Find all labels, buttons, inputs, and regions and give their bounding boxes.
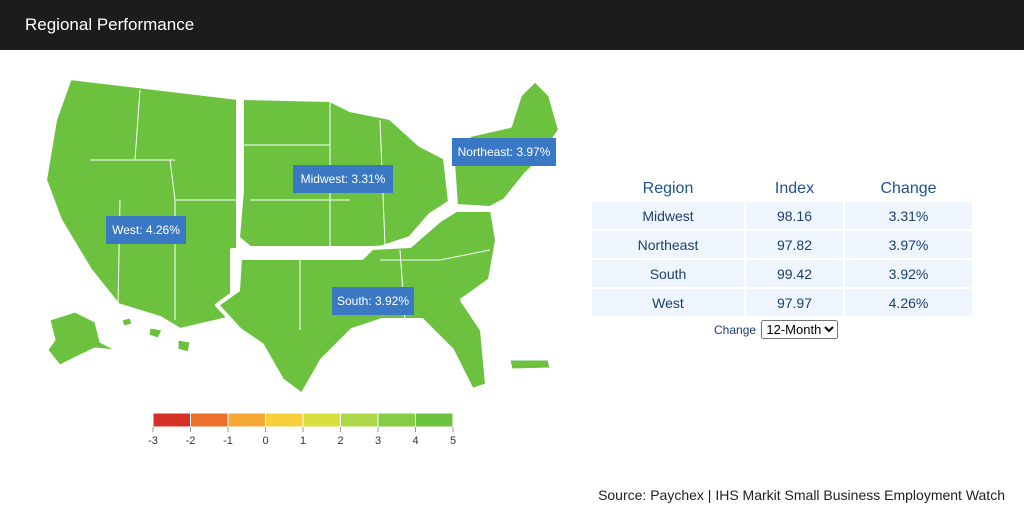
region-label: Midwest: 3.31% [301,172,386,186]
legend-tick-label: -2 [186,435,196,447]
legend-tick-label: 5 [450,435,456,447]
region-label-box [293,165,393,193]
table-row: West 97.97 4.26% [592,289,972,316]
hawaii [148,327,163,339]
table-row: South 99.42 3.92% [592,260,972,287]
header: Regional Performance [0,0,1024,50]
table-cell: 98.16 [746,202,843,229]
hawaii [121,317,133,327]
puerto-rico [509,359,551,370]
legend-tick-label: -3 [148,435,158,447]
table-cell: Northeast [592,231,744,258]
region-label: Northeast: 3.97% [458,145,551,159]
header-row: Region Index Change [592,178,972,200]
table-cell: 3.31% [845,202,972,229]
legend-tick-label: 0 [262,435,268,447]
table-cell: 99.42 [746,260,843,287]
legend-tick-label: 2 [337,435,343,447]
region-label-box [452,138,556,166]
legend-tick-label: 1 [300,435,306,447]
table-cell: 97.82 [746,231,843,258]
region-label: South: 3.92% [337,294,409,308]
map: Northeast: 3.97% Midwest: 3.31% West: 4.26… [43,76,562,447]
header-title: Regional Performance [25,15,195,34]
source: Source: Paychex | IHS Markit Small Busin… [598,487,1005,503]
legend-swatch [190,412,229,428]
legend-tick-label: 3 [375,435,381,447]
alaska [47,311,116,366]
table-cell: 4.26% [845,289,972,316]
table-cell: 3.92% [845,260,972,287]
legend-tick-label: -1 [223,435,233,447]
legend-swatch [302,412,341,428]
table-cell: West [592,289,744,316]
hawaii [177,339,191,353]
region-west [43,76,240,332]
table-row: Midwest 98.16 3.31% [592,202,972,229]
table-cell: 97.97 [746,289,843,316]
legend-swatch [227,412,266,428]
period-select[interactable]: 12-Month [761,320,839,339]
region-label-box [106,216,186,244]
legend-swatch [340,412,379,428]
column-header: Region [642,180,694,197]
table-cell: South [592,260,744,287]
legend-swatch [377,412,416,428]
legend-swatch [415,412,454,428]
table-row: Northeast 97.82 3.97% [592,231,972,258]
legend-swatch [152,412,191,428]
control-label: Change [714,323,757,337]
region-label: West: 4.26% [112,223,180,237]
region-label-box [332,287,414,315]
legend-tick-label: 4 [412,435,418,447]
region-table: Region Index Change Midwest 98.16 3.31% Northe… [590,176,974,318]
change-control: Change 12-Month [714,320,839,339]
table-cell: Midwest [592,202,744,229]
table-cell: 3.97% [845,231,972,258]
column-header: Index [774,180,815,197]
column-header: Change [880,180,937,197]
legend-swatch [265,412,304,428]
